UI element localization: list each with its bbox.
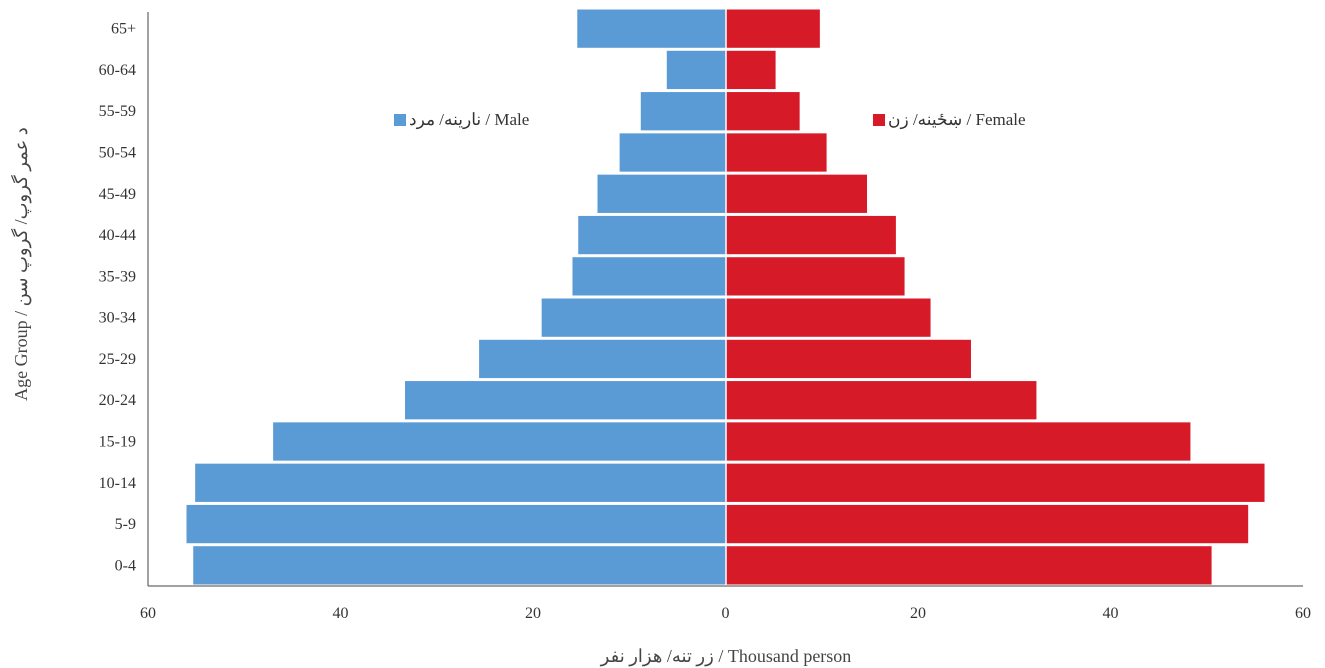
bar-female-65+ (726, 9, 820, 48)
bar-male-45-49 (597, 174, 726, 213)
bar-male-55-59 (640, 92, 726, 131)
x-tick-label: 20 (910, 605, 926, 622)
bar-female-25-29 (726, 339, 971, 379)
legend-female-swatch (873, 114, 885, 126)
bar-male-65+ (577, 9, 726, 48)
y-tick-label: 65+ (111, 21, 136, 38)
bar-female-55-59 (726, 92, 800, 131)
bar-female-60-64 (726, 50, 776, 90)
bar-male-50-54 (619, 133, 726, 172)
y-tick-label: 45-49 (99, 186, 136, 203)
legend: نارینه/ مرد / Male ښځینه/ زن / Female (394, 110, 1026, 130)
y-tick-label: 60-64 (99, 62, 136, 79)
x-tick-label: 60 (140, 605, 156, 622)
bar-male-20-24 (404, 381, 726, 420)
bar-male-0-4 (193, 546, 726, 585)
y-tick-label: 35-39 (99, 268, 136, 285)
bar-female-30-34 (726, 298, 931, 337)
bar-female-50-54 (726, 133, 827, 172)
bar-female-15-19 (726, 422, 1191, 461)
bar-male-15-19 (273, 422, 726, 461)
bar-male-25-29 (479, 339, 726, 379)
bars-layer (186, 8, 1265, 586)
bar-female-20-24 (726, 381, 1037, 420)
bar-male-5-9 (186, 504, 726, 544)
bar-male-30-34 (541, 298, 726, 337)
y-tick-label: 10-14 (99, 475, 136, 492)
y-tick-label: 5-9 (115, 516, 136, 533)
bar-female-45-49 (726, 174, 868, 213)
y-tick-labels: 0-4 5-9 10-14 15-19 20-24 25-29 30-34 35-39 40-4… (99, 21, 136, 575)
axes-layer (147, 12, 1303, 587)
x-tick-label: 60 (1295, 605, 1311, 622)
bar-female-5-9 (726, 504, 1249, 544)
bar-male-40-44 (578, 215, 726, 255)
y-tick-label: 40-44 (99, 227, 136, 244)
x-axis-title: زر تنه/ هزار نفر / Thousand person (600, 646, 852, 667)
y-tick-label: 20-24 (99, 392, 136, 409)
bar-female-35-39 (726, 257, 905, 296)
bar-female-10-14 (726, 463, 1265, 502)
x-tick-label: 40 (333, 605, 349, 622)
y-tick-label: 55-59 (99, 103, 136, 120)
y-tick-label: 30-34 (99, 310, 136, 327)
bar-male-10-14 (195, 463, 726, 502)
bar-male-35-39 (572, 257, 726, 296)
legend-male-label: نارینه/ مرد / Male (409, 110, 529, 130)
legend-female-label: ښځینه/ زن / Female (888, 110, 1026, 130)
bar-female-40-44 (726, 215, 896, 255)
x-tick-labels: 60 40 20 0 20 40 60 (140, 605, 1311, 622)
y-tick-label: 25-29 (99, 351, 136, 368)
legend-male-swatch (394, 114, 406, 126)
y-axis-title: Age Group / د عمر گروپ/ گروپ سن (10, 127, 32, 401)
x-tick-label: 40 (1103, 605, 1119, 622)
y-tick-label: 0-4 (115, 557, 136, 574)
y-tick-label: 50-54 (99, 145, 136, 162)
bar-male-60-64 (666, 50, 726, 90)
bar-female-0-4 (726, 546, 1212, 585)
x-tick-label: 0 (722, 605, 730, 622)
y-tick-label: 15-19 (99, 434, 136, 451)
x-tick-label: 20 (525, 605, 541, 622)
